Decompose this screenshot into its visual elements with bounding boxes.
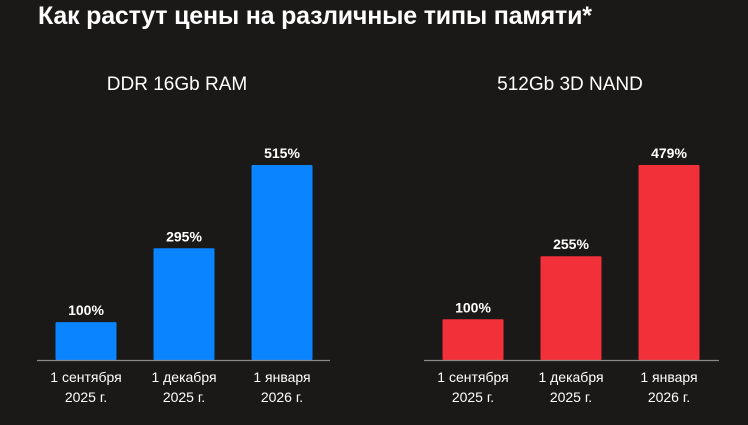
ddr-bar-1 [55, 322, 117, 360]
chart-title-nand: 512Gb 3D NAND [497, 74, 643, 95]
nand-value-label-2: 255% [553, 236, 589, 252]
ddr-x-tick-label-1-line-2: 2025 г. [65, 389, 107, 405]
nand-value-label-3: 479% [651, 145, 687, 161]
nand-x-tick-label-1-line-2: 2025 г. [452, 389, 494, 405]
nand-bar-1 [442, 319, 504, 360]
nand-x-tick-label-2-line-2: 2025 г. [550, 389, 592, 405]
nand-x-tick-label-3-line-2: 2026 г. [648, 389, 690, 405]
ddr-value-label-1: 100% [68, 302, 104, 318]
nand-bar-3 [638, 165, 700, 360]
nand-x-tick-label-3-line-1: 1 января [640, 369, 697, 385]
chart-title-ddr: DDR 16Gb RAM [106, 74, 248, 95]
ddr-value-label-3: 515% [264, 145, 300, 161]
nand-bar-2 [540, 256, 602, 360]
ddr-x-tick-label-2-line-2: 2025 г. [163, 389, 205, 405]
ddr-x-tick-label-3-line-2: 2026 г. [261, 389, 303, 405]
page-title: Как растут цены на различные типы памяти… [38, 2, 592, 30]
ddr-value-label-2: 295% [166, 228, 202, 244]
ddr-x-tick-label-2-line-1: 1 декабря [151, 369, 216, 385]
nand-x-tick-label-1-line-1: 1 сентября [437, 369, 508, 385]
ddr-bar-2 [153, 248, 215, 360]
ddr-x-tick-label-3-line-1: 1 января [253, 369, 310, 385]
nand-x-tick-label-2-line-1: 1 декабря [538, 369, 603, 385]
nand-value-label-1: 100% [455, 299, 491, 315]
ddr-bar-3 [251, 165, 313, 360]
ddr-x-tick-label-1-line-1: 1 сентября [50, 369, 121, 385]
